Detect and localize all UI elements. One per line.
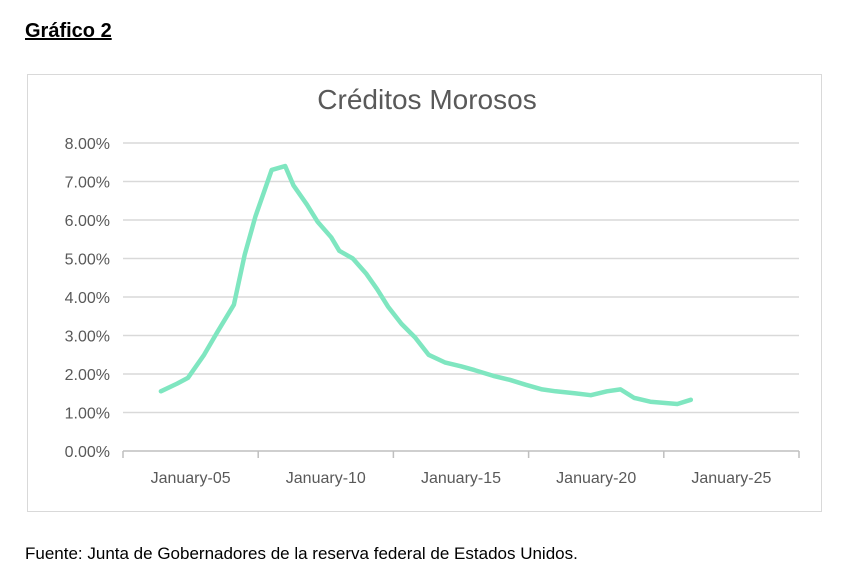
figure-heading: Gráfico 2 [25,20,112,42]
x-tick-label: January-20 [556,470,636,487]
grid-lines [123,142,799,414]
axes [122,450,800,458]
y-tick-label: 1.00% [65,406,110,423]
y-tick-label: 3.00% [65,329,110,346]
line-chart: Créditos Morosos 0.00% 1.00% 2.00% 3.00% 4.0… [65,84,800,487]
x-tick-label: January-10 [286,470,366,487]
source-note: Fuente: Junta de Gobernadores de la rese… [25,544,578,563]
chart-area: Créditos Morosos 0.00% 1.00% 2.00% 3.00% 4.0… [27,74,822,512]
y-tick-label: 7.00% [65,175,110,192]
x-tick-label: January-15 [421,470,501,487]
chart-title: Créditos Morosos [317,84,536,115]
y-tick-label: 4.00% [65,290,110,307]
x-tick-label: January-25 [691,470,771,487]
y-tick-label: 0.00% [65,444,110,461]
y-tick-label: 8.00% [65,136,110,153]
x-tick-label: January-05 [151,470,231,487]
y-tick-label: 6.00% [65,213,110,230]
tick-labels: 0.00% 1.00% 2.00% 3.00% 4.00% 5.00% 6.00% 7.00%… [65,136,772,487]
series-layer [158,163,694,407]
y-tick-label: 5.00% [65,252,110,269]
y-tick-label: 2.00% [65,367,110,384]
series-line [158,163,694,407]
